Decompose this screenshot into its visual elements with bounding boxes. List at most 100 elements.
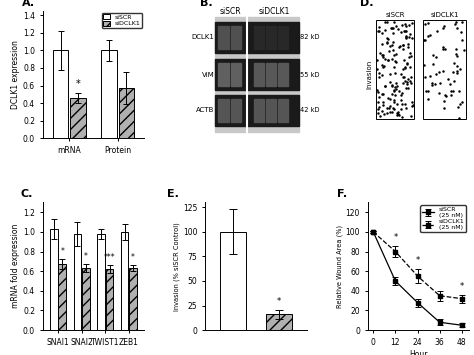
Text: D.: D. [360, 0, 373, 7]
Bar [50, 229, 57, 330]
Point [456, 101, 464, 106]
Text: C.: C. [20, 189, 33, 199]
Text: VIM: VIM [201, 72, 214, 77]
Bar [73, 234, 81, 330]
Point [449, 69, 456, 75]
Text: *: * [131, 253, 135, 262]
Point [402, 85, 410, 91]
Point [391, 53, 398, 58]
Point [378, 30, 385, 36]
Text: *: * [60, 247, 64, 256]
Point [405, 34, 413, 40]
Point [455, 88, 463, 94]
Point [401, 65, 409, 71]
Point [399, 101, 406, 106]
Point [407, 113, 415, 119]
Y-axis label: Invasion (% siSCR Control): Invasion (% siSCR Control) [174, 222, 180, 311]
Point [452, 46, 460, 52]
Point [394, 109, 401, 115]
Point [396, 43, 404, 49]
Bar [254, 63, 264, 86]
Point [404, 81, 411, 86]
Bar [219, 99, 228, 122]
Point [392, 51, 400, 57]
Point [405, 54, 413, 60]
Point [406, 64, 414, 69]
Point [392, 58, 399, 64]
Point [383, 111, 391, 116]
Point [420, 62, 428, 68]
Bar [230, 63, 241, 86]
Point [428, 80, 436, 86]
Point [400, 74, 407, 80]
Point [379, 91, 387, 97]
Text: *: * [460, 282, 464, 291]
Text: 55 kD: 55 kD [300, 72, 319, 77]
Text: *: * [415, 256, 419, 265]
Point [390, 31, 397, 36]
Point [402, 23, 410, 29]
Point [379, 54, 387, 60]
Point [408, 36, 416, 41]
Point [386, 79, 393, 85]
Bar [129, 268, 137, 330]
Point [373, 87, 381, 93]
Point [442, 93, 449, 99]
Point [458, 99, 465, 105]
Bar [422, 20, 466, 119]
Text: siSCR: siSCR [385, 12, 405, 18]
Point [401, 21, 409, 27]
Point [391, 70, 398, 76]
Point [374, 100, 382, 105]
Point [374, 89, 382, 94]
Point [384, 36, 392, 42]
Point [389, 48, 397, 53]
Bar [376, 20, 414, 119]
Point [378, 62, 386, 68]
Point [390, 87, 398, 93]
Point [455, 115, 463, 120]
Point [453, 51, 460, 57]
Point [390, 20, 398, 25]
Point [422, 21, 429, 27]
Point [422, 88, 429, 94]
Point [382, 83, 389, 89]
Point [393, 112, 401, 118]
Point [379, 102, 387, 108]
Bar [215, 22, 299, 53]
Point [381, 56, 388, 62]
Point [386, 104, 394, 109]
Point [401, 64, 409, 70]
Point [399, 66, 407, 72]
Point [435, 70, 443, 75]
Point [393, 110, 401, 116]
Point [390, 105, 397, 110]
Point [456, 66, 464, 72]
Point [408, 80, 415, 86]
Point [382, 19, 389, 25]
Point [387, 44, 394, 49]
Point [392, 80, 400, 86]
Point [386, 110, 394, 115]
Point [389, 109, 396, 115]
Point [401, 78, 409, 84]
Point [380, 52, 387, 58]
Point [460, 47, 468, 53]
Point [397, 93, 405, 98]
Point [447, 81, 454, 87]
Point [379, 99, 387, 105]
Point [453, 63, 461, 69]
Point [388, 82, 396, 88]
Point [409, 102, 416, 108]
Bar [215, 59, 299, 90]
Text: siDCLK1: siDCLK1 [431, 12, 459, 18]
Bar [58, 264, 66, 330]
Point [403, 61, 410, 67]
Text: siSCR: siSCR [220, 7, 241, 16]
Point [399, 80, 407, 86]
Point [378, 53, 385, 58]
Point [420, 37, 428, 42]
Point [381, 63, 388, 69]
Bar [278, 26, 289, 49]
Bar [121, 232, 128, 330]
